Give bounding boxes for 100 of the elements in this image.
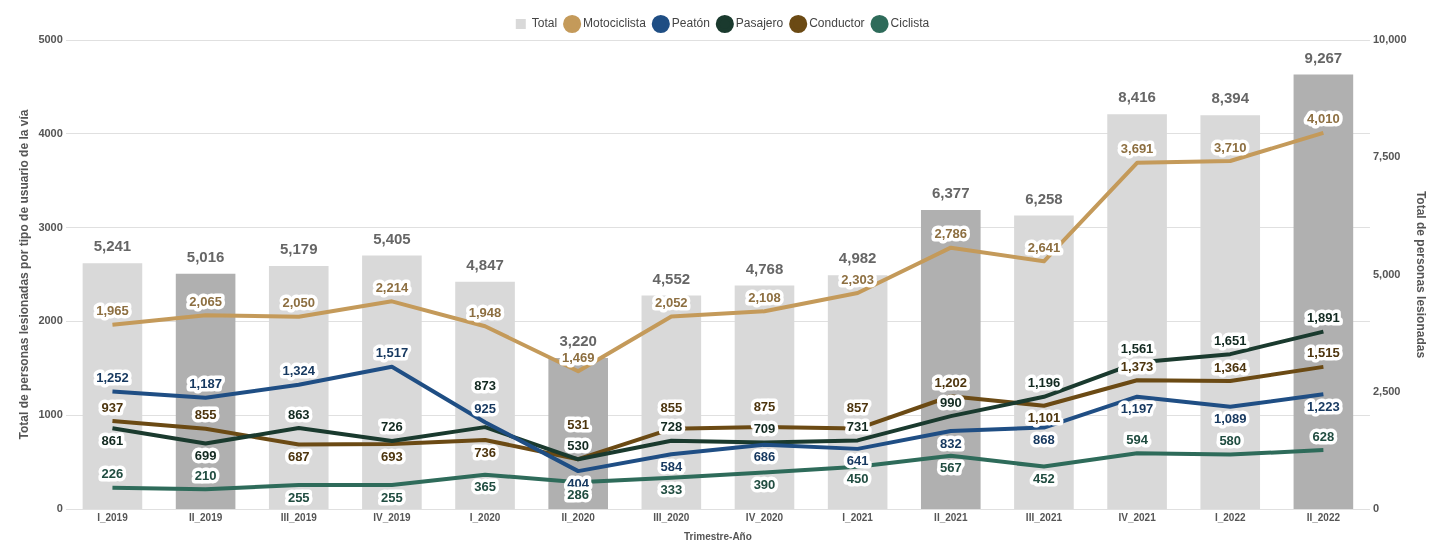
data-label: 5,016 bbox=[186, 247, 225, 265]
data-label: 1,561 bbox=[1120, 341, 1154, 357]
data-label: 1,324 bbox=[282, 363, 316, 379]
y2-tick-label: 2,500 bbox=[1372, 384, 1401, 397]
y-tick-label: 0 bbox=[56, 502, 63, 515]
data-label: 4,847 bbox=[466, 255, 504, 273]
data-label: 2,052 bbox=[655, 295, 688, 311]
data-label: 6,258 bbox=[1025, 189, 1063, 207]
x-tick-label: I_2020 bbox=[469, 511, 501, 523]
data-label: 530 bbox=[567, 437, 590, 453]
data-label: 1,089 bbox=[1213, 411, 1247, 427]
data-label: 6,377 bbox=[932, 184, 970, 202]
y2-tick-label: 5,000 bbox=[1372, 267, 1401, 280]
data-label: 9,267 bbox=[1304, 48, 1343, 66]
data-label: 2,214 bbox=[375, 279, 409, 295]
data-label: 2,303 bbox=[841, 271, 874, 287]
data-label: 5,241 bbox=[93, 237, 132, 255]
data-label: 2,065 bbox=[189, 293, 222, 309]
y2-axis-title: Total de personas lesionadas bbox=[1414, 190, 1429, 359]
legend-label: Conductor bbox=[809, 16, 865, 31]
x-tick-label: III_2020 bbox=[653, 511, 690, 523]
data-label: 584 bbox=[660, 458, 683, 474]
data-label: 1,202 bbox=[934, 374, 968, 390]
data-label: 873 bbox=[474, 377, 496, 393]
data-label: 450 bbox=[846, 471, 869, 487]
data-label: 937 bbox=[101, 399, 124, 415]
y-tick-label: 4000 bbox=[38, 126, 63, 139]
y-tick-label: 5000 bbox=[38, 33, 63, 46]
data-label: 580 bbox=[1219, 433, 1242, 449]
data-label: 3,691 bbox=[1120, 141, 1154, 157]
x-tick-label: IV_2019 bbox=[373, 511, 411, 523]
data-label: 5,179 bbox=[279, 240, 318, 258]
data-label: 255 bbox=[381, 489, 403, 505]
data-label: 8,394 bbox=[1211, 89, 1250, 107]
y2-tick-label: 7,500 bbox=[1372, 150, 1401, 163]
data-label: 567 bbox=[939, 460, 962, 476]
data-label: 255 bbox=[287, 489, 310, 505]
data-label: 2,050 bbox=[282, 295, 316, 311]
data-label: 857 bbox=[846, 400, 869, 416]
data-label: 3,220 bbox=[559, 332, 597, 350]
data-label: 365 bbox=[474, 479, 496, 495]
legend-label: Peatón bbox=[671, 16, 710, 31]
x-tick-label: I_2022 bbox=[1214, 511, 1246, 523]
y2-tick-label: 0 bbox=[1372, 502, 1380, 515]
data-label: 1,651 bbox=[1213, 332, 1247, 348]
data-label: 1,515 bbox=[1307, 345, 1340, 361]
data-label: 855 bbox=[194, 407, 217, 423]
data-label: 1,101 bbox=[1027, 410, 1061, 426]
data-label: 2,786 bbox=[934, 226, 968, 242]
x-tick-label: IV_2020 bbox=[745, 511, 784, 523]
data-label: 333 bbox=[660, 482, 683, 498]
data-label: 726 bbox=[381, 419, 403, 435]
data-label: 2,108 bbox=[748, 289, 781, 305]
data-label: 4,010 bbox=[1307, 111, 1340, 127]
data-label: 875 bbox=[753, 398, 776, 414]
y2-tick-label: 10,000 bbox=[1372, 33, 1407, 46]
data-label: 4,768 bbox=[745, 259, 784, 277]
data-label: 832 bbox=[939, 435, 962, 451]
x-tick-label: IV_2021 bbox=[1118, 511, 1157, 523]
x-tick-label: III_2021 bbox=[1025, 511, 1063, 523]
data-label: 868 bbox=[1033, 432, 1055, 448]
data-label: 8,416 bbox=[1118, 88, 1156, 106]
data-label: 990 bbox=[939, 394, 962, 410]
data-label: 594 bbox=[1126, 431, 1149, 447]
data-label: 1,891 bbox=[1307, 310, 1340, 326]
legend-label: Motociclista bbox=[583, 16, 647, 31]
data-label: 686 bbox=[753, 449, 776, 465]
x-axis-title: Trimestre-Año bbox=[684, 530, 752, 542]
data-label: 861 bbox=[101, 432, 124, 448]
data-label: 531 bbox=[567, 416, 590, 432]
data-label: 4,982 bbox=[838, 249, 877, 267]
x-tick-label: I_2021 bbox=[842, 511, 874, 523]
data-label: 699 bbox=[194, 448, 217, 464]
y-axis-title: Total de personas lesionadas por tipo de usuario de la vía bbox=[16, 109, 31, 440]
data-label: 5,405 bbox=[373, 229, 411, 247]
x-tick-label: II_2021 bbox=[934, 511, 968, 523]
data-label: 4,552 bbox=[652, 269, 691, 287]
data-label: 925 bbox=[474, 400, 496, 416]
x-tick-label: II_2020 bbox=[561, 511, 596, 523]
y-tick-label: 1000 bbox=[38, 408, 63, 421]
data-label: 226 bbox=[101, 466, 124, 482]
data-label: 1,517 bbox=[375, 345, 409, 361]
data-label: 1,948 bbox=[468, 304, 502, 320]
data-label: 1,187 bbox=[189, 376, 222, 392]
data-label: 736 bbox=[474, 444, 496, 460]
x-tick-label: III_2019 bbox=[280, 511, 318, 523]
data-label: 855 bbox=[660, 400, 683, 416]
data-label: 693 bbox=[381, 448, 403, 464]
legend-label: Total bbox=[531, 16, 558, 31]
x-tick-label: II_2019 bbox=[188, 511, 223, 523]
data-label: 1,252 bbox=[96, 370, 129, 386]
data-label: 628 bbox=[1312, 428, 1335, 444]
data-label: 390 bbox=[753, 477, 776, 492]
data-label: 210 bbox=[194, 467, 217, 483]
data-label: 1,196 bbox=[1027, 375, 1061, 391]
data-label: 1,197 bbox=[1120, 401, 1154, 417]
data-label: 641 bbox=[846, 453, 869, 469]
legend-label: Ciclista bbox=[890, 16, 930, 31]
data-label: 687 bbox=[287, 449, 310, 465]
data-label: 863 bbox=[287, 406, 310, 422]
